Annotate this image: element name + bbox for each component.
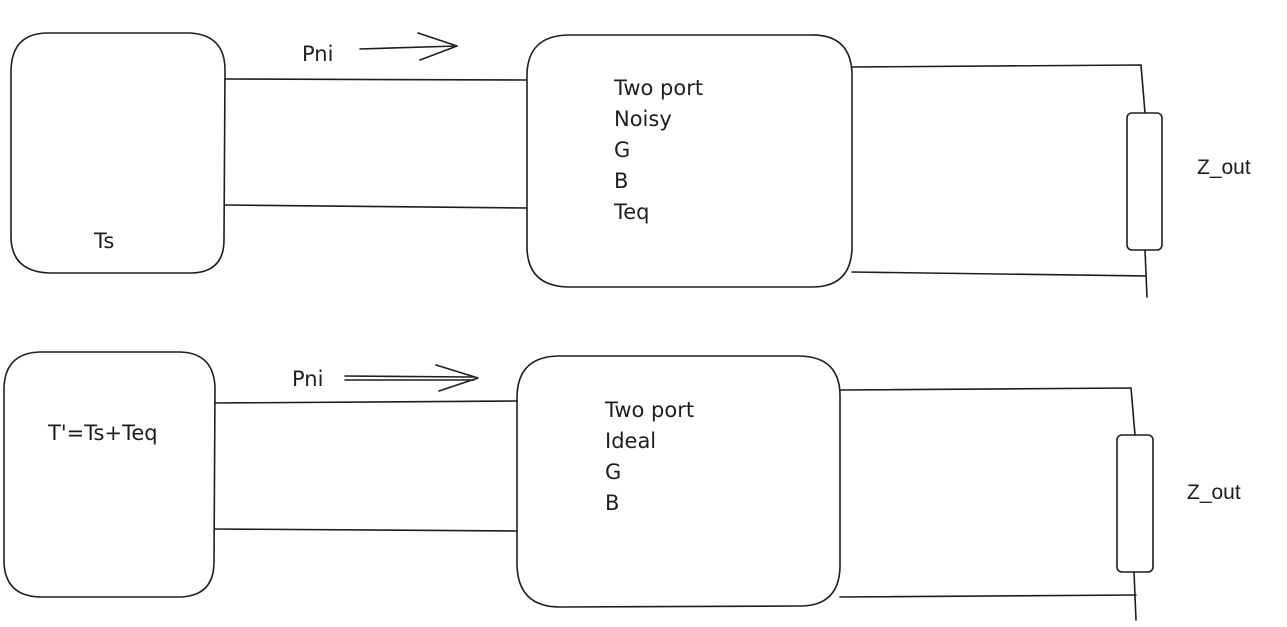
bottom-two-port-line-3: G bbox=[605, 460, 621, 484]
bottom-line-lower bbox=[214, 528, 518, 532]
top-two-port-text: Two port Noisy G B Teq bbox=[613, 76, 710, 224]
top-load-lead-lower bbox=[1144, 249, 1148, 298]
top-line-upper bbox=[224, 78, 527, 81]
bottom-load-resistor bbox=[1116, 434, 1154, 573]
bottom-load-label: Z_out bbox=[1187, 481, 1241, 504]
top-two-port-line-3: G bbox=[614, 138, 630, 162]
top-load-resistor bbox=[1126, 112, 1163, 251]
bottom-two-port-box bbox=[516, 355, 841, 608]
top-source-box bbox=[10, 32, 226, 274]
top-load-label: Z_out bbox=[1197, 156, 1251, 179]
bottom-output-line-upper bbox=[839, 387, 1136, 436]
bottom-two-port-line-4: B bbox=[605, 491, 619, 515]
top-two-port-line-2: Noisy bbox=[614, 107, 672, 131]
top-diagram: Ts Pni Two port Noisy G B Teq Z_out bbox=[10, 32, 1251, 298]
bottom-source-label: T'=Ts+Teq bbox=[47, 421, 158, 445]
bottom-load-lead-lower bbox=[1133, 571, 1137, 621]
top-output-line-lower bbox=[851, 271, 1147, 277]
bottom-two-port-text: Two port Ideal G B bbox=[604, 398, 701, 515]
bottom-power-label: Pni bbox=[292, 367, 323, 391]
top-two-port-line-5: Teq bbox=[613, 200, 650, 224]
top-two-port-box bbox=[526, 34, 853, 288]
bottom-output-line-lower bbox=[839, 594, 1137, 598]
top-two-port-line-1: Two port bbox=[613, 76, 703, 100]
top-source-label: Ts bbox=[93, 229, 114, 253]
bottom-two-port-line-1: Two port bbox=[604, 398, 694, 422]
bottom-source-box bbox=[3, 351, 216, 598]
bottom-power-arrow bbox=[344, 364, 479, 392]
top-line-lower bbox=[224, 204, 527, 209]
top-power-arrow bbox=[359, 32, 458, 61]
top-two-port-line-4: B bbox=[614, 169, 628, 193]
bottom-line-upper bbox=[214, 400, 518, 404]
bottom-diagram: T'=Ts+Teq Pni Two port Ideal G B Z_out bbox=[3, 351, 1241, 621]
top-output-line-upper bbox=[851, 64, 1146, 114]
bottom-two-port-line-2: Ideal bbox=[605, 429, 656, 453]
top-power-label: Pni bbox=[302, 42, 333, 66]
